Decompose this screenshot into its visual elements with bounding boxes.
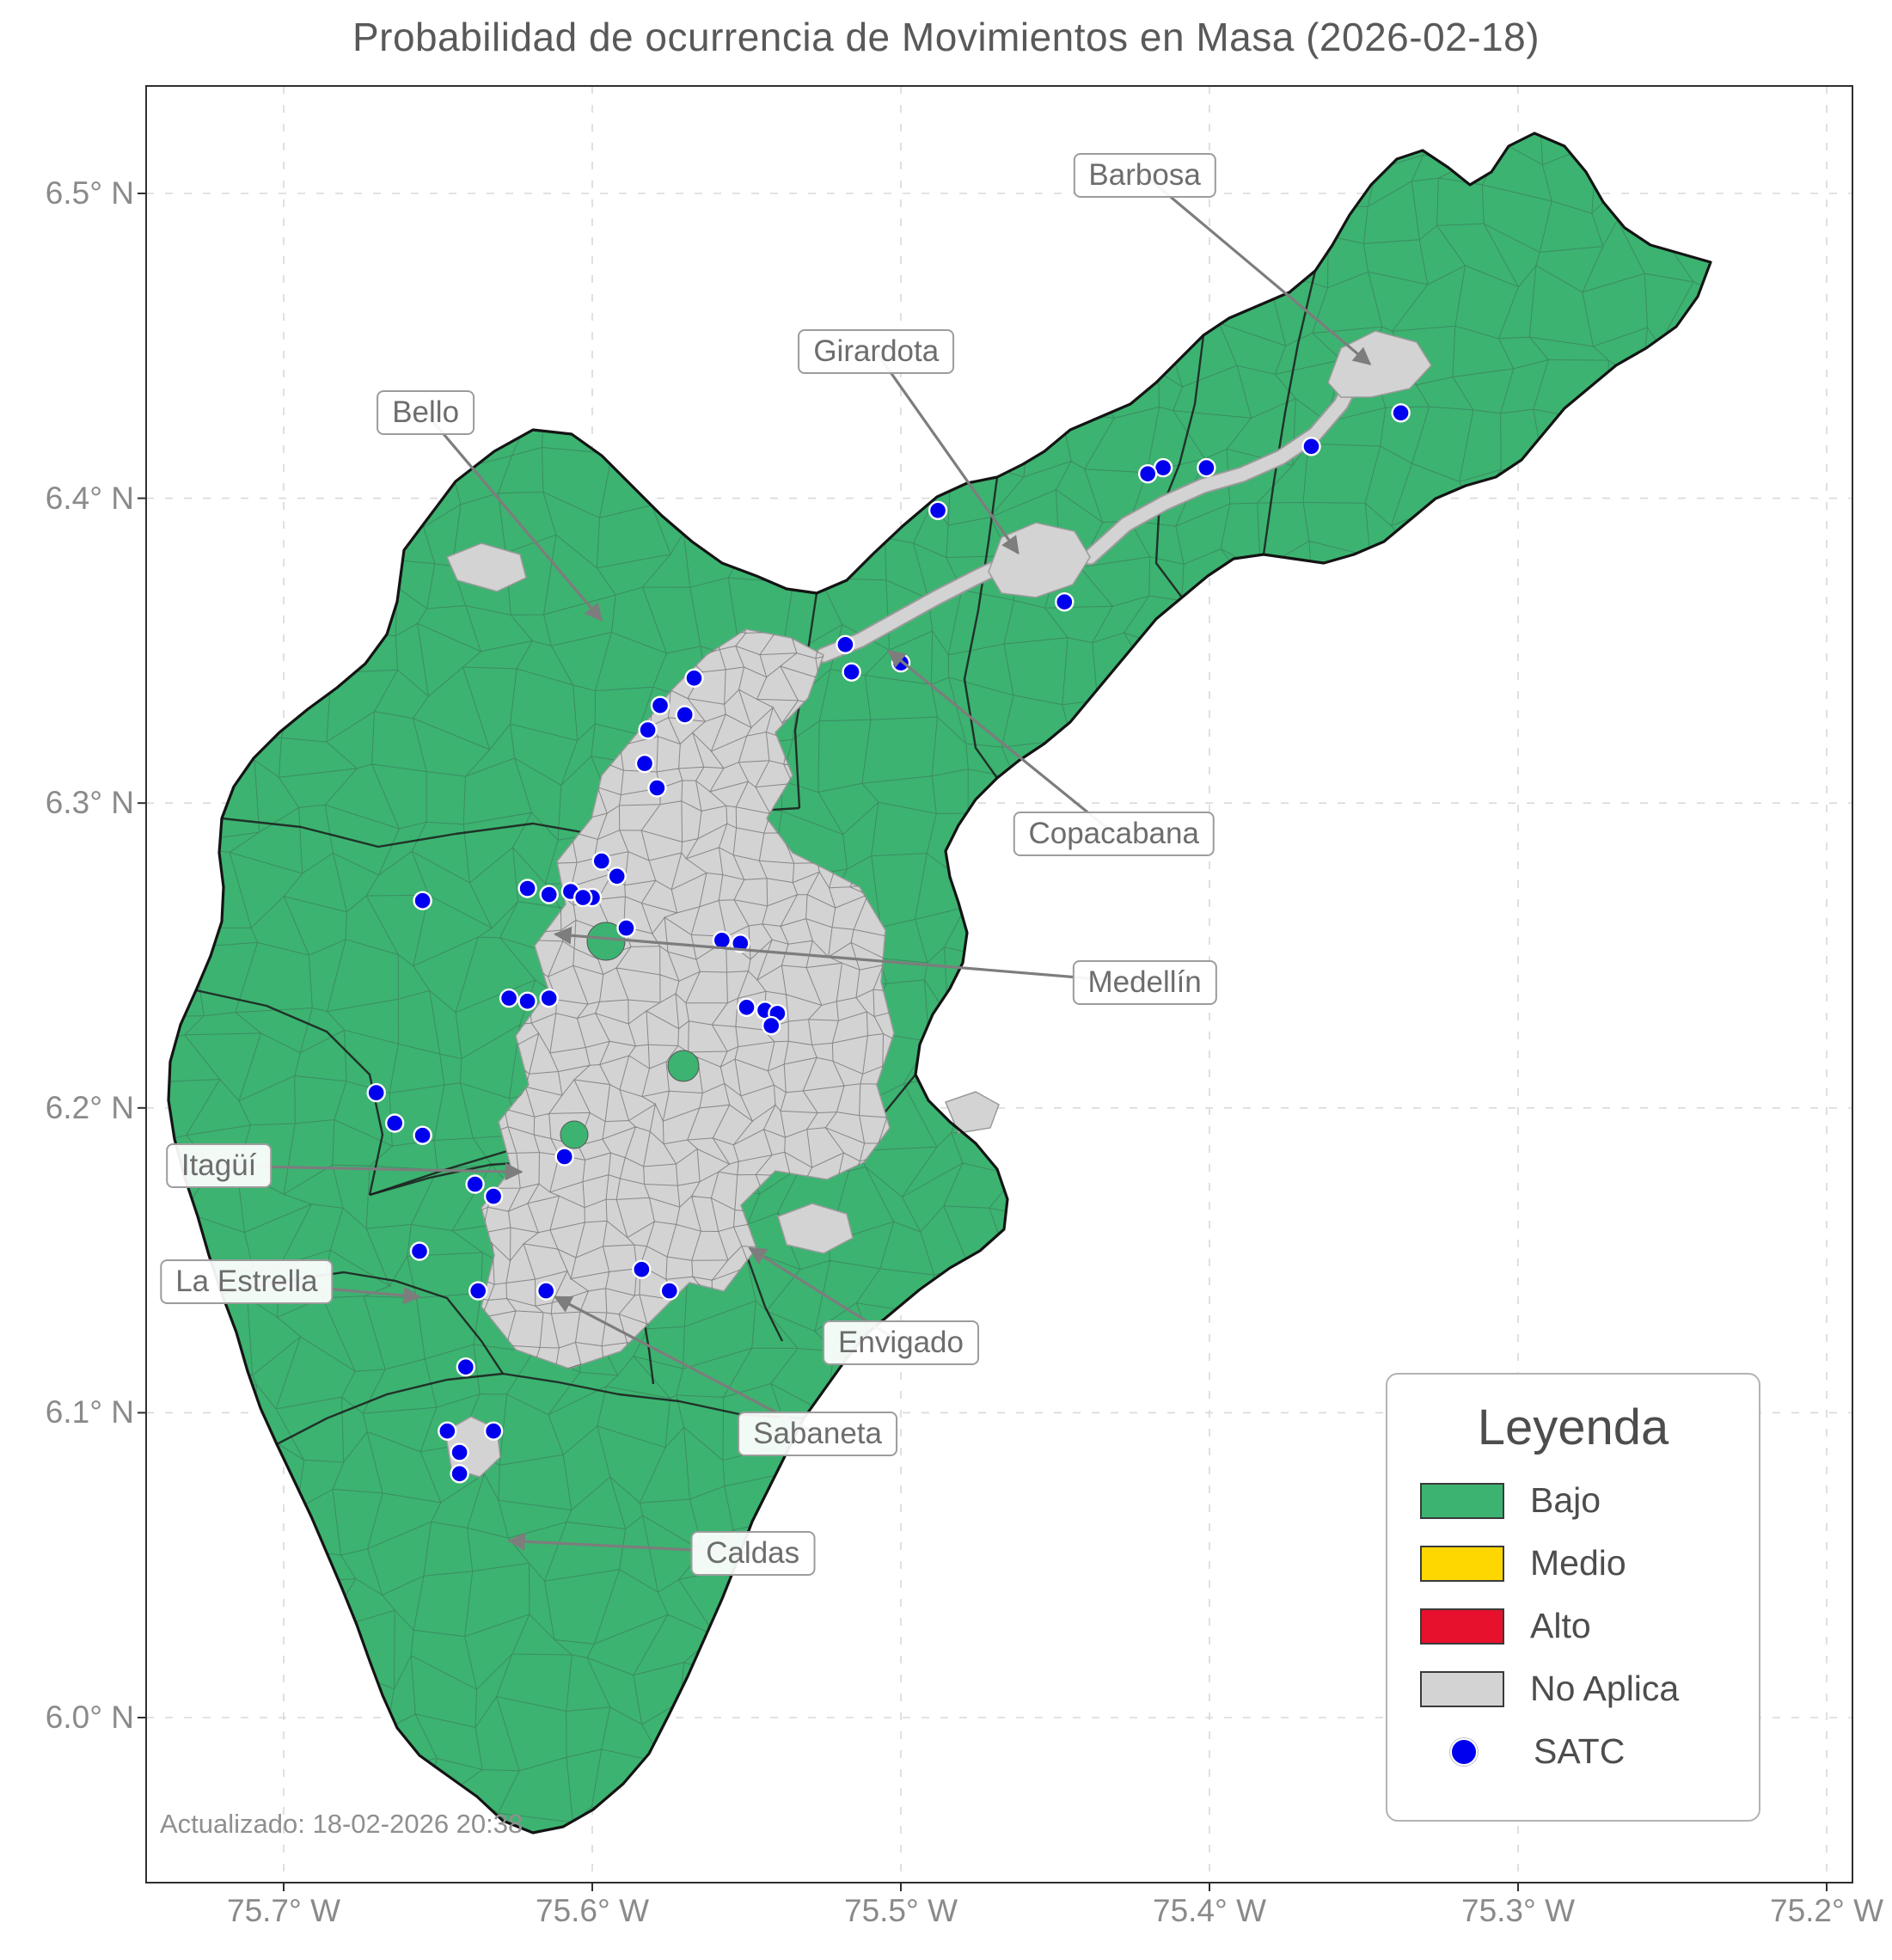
satc-point (836, 634, 855, 654)
legend-satc-dot-icon (1450, 1737, 1478, 1766)
legend-item-bajo: Bajo (1420, 1480, 1726, 1521)
satc-point (385, 1113, 405, 1133)
satc-point (684, 668, 704, 688)
legend-swatch-alto (1420, 1608, 1504, 1645)
satc-point (517, 991, 537, 1011)
annotation-arrow (887, 649, 1115, 835)
legend-item-alto: Alto (1420, 1606, 1726, 1646)
satc-point (607, 867, 627, 886)
satc-point (483, 1186, 504, 1206)
legend-label-alto: Alto (1530, 1606, 1591, 1645)
x-tick-label: 75.4° W (1152, 1893, 1267, 1928)
x-tick-label: 75.3° W (1460, 1893, 1576, 1928)
tick-marks (138, 193, 1828, 1891)
satc-point (499, 988, 519, 1008)
x-tick-label: 75.7° W (226, 1893, 341, 1928)
annotation-label-la-estrella: La Estrella (160, 1259, 334, 1304)
x-tick-label: 75.5° W (843, 1893, 958, 1928)
satc-point (413, 1125, 432, 1145)
satc-point (573, 887, 593, 908)
y-tick-label: 6.4° N (45, 480, 134, 516)
satc-point (647, 778, 667, 798)
legend-label-no-aplica: No Aplica (1530, 1669, 1680, 1708)
annotation-label-envigado: Envigado (823, 1320, 979, 1365)
satc-point (409, 1241, 430, 1261)
satc-point (554, 1147, 574, 1167)
annotation-label-girardota: Girardota (798, 329, 955, 375)
satc-point (456, 1357, 475, 1377)
satc-point (468, 1281, 488, 1301)
legend-title: Leyenda (1477, 1400, 1669, 1455)
updated-timestamp: Actualizado: 18-02-2026 20:38 (160, 1809, 524, 1839)
urban-green-hills (560, 922, 700, 1149)
annotation-label-sabaneta: Sabaneta (738, 1412, 897, 1457)
satc-point (450, 1442, 469, 1462)
satc-point (762, 1015, 781, 1036)
satc-point (632, 1259, 652, 1279)
annotation-arrow (553, 926, 1145, 985)
legend: Leyenda Bajo Medio Alto No Aplica SATC (1386, 1373, 1760, 1822)
satc-point (928, 500, 948, 520)
satc-point (366, 1082, 386, 1103)
annotation-label-copacabana: Copacabana (1013, 811, 1215, 856)
satc-point (731, 934, 750, 953)
annotation-arrow (1143, 174, 1372, 365)
satc-point (517, 879, 537, 898)
satc-point (591, 851, 611, 871)
annotation-label-barbosa: Barbosa (1073, 152, 1216, 198)
satc-point (659, 1281, 679, 1301)
satc-point (1137, 464, 1158, 484)
region-low-probability (168, 133, 1711, 1833)
annotation-label-itag-: Itagüí (165, 1143, 272, 1189)
satc-point (675, 705, 695, 725)
region-outline (167, 132, 1712, 1834)
satc-point (1055, 592, 1075, 612)
annotation-arrow (424, 412, 603, 622)
annotation-label-caldas: Caldas (690, 1530, 816, 1576)
annotation-label-medell-n: Medellín (1072, 960, 1217, 1006)
satc-point (616, 918, 636, 938)
legend-label-bajo: Bajo (1530, 1480, 1601, 1520)
legend-swatch-no-aplica (1420, 1670, 1504, 1707)
legend-swatch-bajo (1420, 1482, 1504, 1519)
satc-point (1301, 437, 1321, 456)
satc-point (842, 662, 861, 682)
satc-point (650, 695, 670, 715)
annotation-label-bello: Bello (377, 390, 475, 436)
satc-point (438, 1421, 457, 1441)
satc-point (1391, 403, 1411, 423)
satc-point (737, 997, 756, 1018)
satc-point (465, 1174, 485, 1194)
y-tick-label: 6.0° N (45, 1700, 134, 1735)
y-tick-label: 6.2° N (45, 1089, 134, 1125)
satc-point (536, 1281, 556, 1301)
legend-item-medio: Medio (1420, 1543, 1726, 1583)
y-tick-label: 6.3° N (45, 785, 134, 821)
satc-point (634, 753, 655, 774)
satc-point (413, 891, 432, 910)
y-tick-label: 6.5° N (45, 175, 134, 211)
satc-points-layer (366, 403, 1411, 1484)
axes-frame (145, 85, 1853, 1883)
legend-label-medio: Medio (1530, 1543, 1626, 1583)
map-title: Probabilidad de ocurrencia de Movimiento… (352, 15, 1540, 59)
annotation-arrow (874, 351, 1019, 555)
annotation-arrow (554, 1295, 818, 1436)
legend-swatch-medio (1420, 1545, 1504, 1582)
legend-label-satc: SATC (1534, 1731, 1626, 1771)
satc-point (483, 1421, 504, 1441)
satc-point (539, 988, 559, 1008)
legend-item-no-aplica: No Aplica (1420, 1669, 1726, 1709)
x-tick-label: 75.2° W (1769, 1893, 1884, 1928)
satc-point (638, 720, 658, 740)
satc-point (539, 885, 559, 904)
satc-point (1197, 457, 1216, 478)
legend-item-satc: SATC (1420, 1731, 1726, 1772)
y-tick-label: 6.1° N (45, 1394, 134, 1430)
x-tick-label: 75.6° W (535, 1893, 650, 1928)
satc-point (450, 1464, 469, 1484)
